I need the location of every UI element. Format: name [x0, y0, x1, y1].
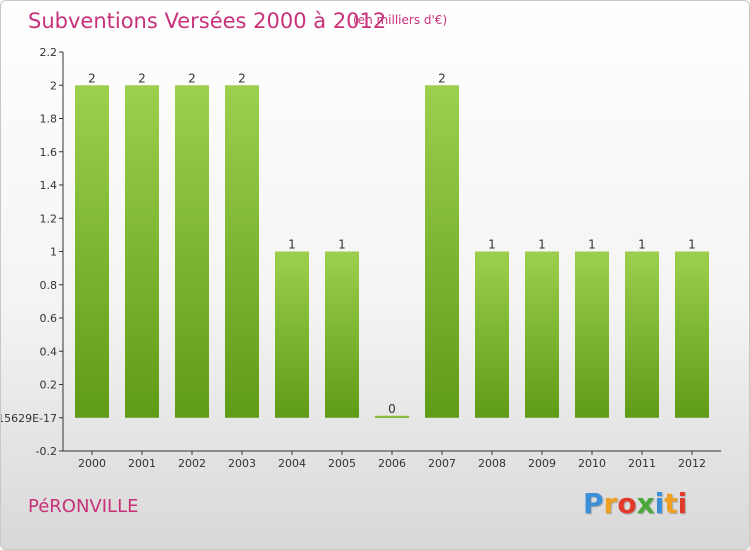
x-tick-label: 2008 — [478, 457, 506, 470]
bar — [175, 85, 209, 418]
y-tick-label: 0.8 — [40, 279, 58, 292]
bar — [325, 251, 359, 418]
x-tick-label: 2004 — [278, 457, 306, 470]
data-label: 1 — [538, 238, 546, 252]
data-label: 2 — [138, 71, 146, 85]
data-label: 1 — [488, 238, 496, 252]
bar — [475, 251, 509, 418]
x-tick-label: 2005 — [328, 457, 356, 470]
y-tick-label: 1.8 — [40, 113, 58, 126]
y-tick-label: 0.6 — [40, 312, 58, 325]
data-label: 1 — [338, 238, 346, 252]
x-tick-label: 2009 — [528, 457, 556, 470]
bar — [275, 251, 309, 418]
chart-title: Subventions Versées 2000 à 2012 — [28, 9, 387, 33]
bar — [425, 85, 459, 418]
bar — [525, 251, 559, 418]
proxiti-logo: Proxiti — [583, 487, 688, 520]
x-tick-label: 2003 — [228, 457, 256, 470]
data-label: 1 — [588, 238, 596, 252]
data-label: 2 — [188, 71, 196, 85]
y-tick-label: 2.2 — [40, 46, 58, 59]
bar — [125, 85, 159, 418]
y-tick-label: 0.2 — [40, 379, 58, 392]
axes: -0.2 -15629E-17 0.2 0.4 0.6 0.8 1 1.2 1.4 1.6 1.8 2… — [1, 46, 721, 470]
x-tick-label: 2001 — [128, 457, 156, 470]
bars: 2 2 2 2 1 1 0 2 1 1 1 1 1 — [75, 71, 709, 418]
x-tick-label: 2002 — [178, 457, 206, 470]
y-tick-label: 2 — [50, 79, 57, 92]
x-tick-label: 2012 — [678, 457, 706, 470]
bar — [75, 85, 109, 418]
x-tick-label: 2000 — [78, 457, 106, 470]
x-tick-label: 2011 — [628, 457, 656, 470]
x-tick-label: 2006 — [378, 457, 406, 470]
data-label: 1 — [638, 238, 646, 252]
data-label: 2 — [438, 71, 446, 85]
y-tick-label: -0.2 — [36, 445, 57, 458]
bar — [625, 251, 659, 418]
data-label: 0 — [388, 402, 396, 416]
y-tick-label: -15629E-17 — [1, 412, 57, 425]
bar — [675, 251, 709, 418]
x-tick-label: 2007 — [428, 457, 456, 470]
bar — [375, 415, 409, 418]
y-tick-label: 1.2 — [40, 212, 58, 225]
y-tick-label: 1.4 — [40, 179, 58, 192]
bar — [225, 85, 259, 418]
data-label: 2 — [88, 71, 96, 85]
y-tick-label: 0.4 — [40, 345, 58, 358]
data-label: 1 — [688, 238, 696, 252]
y-tick-label: 1.6 — [40, 146, 58, 159]
y-tick-label: 1 — [50, 246, 57, 259]
commune-name: PéRONVILLE — [28, 496, 139, 517]
data-label: 1 — [288, 238, 296, 252]
x-tick-label: 2010 — [578, 457, 606, 470]
unit-note: (en milliers d'€) — [353, 13, 448, 27]
data-label: 2 — [238, 71, 246, 85]
bar — [575, 251, 609, 418]
